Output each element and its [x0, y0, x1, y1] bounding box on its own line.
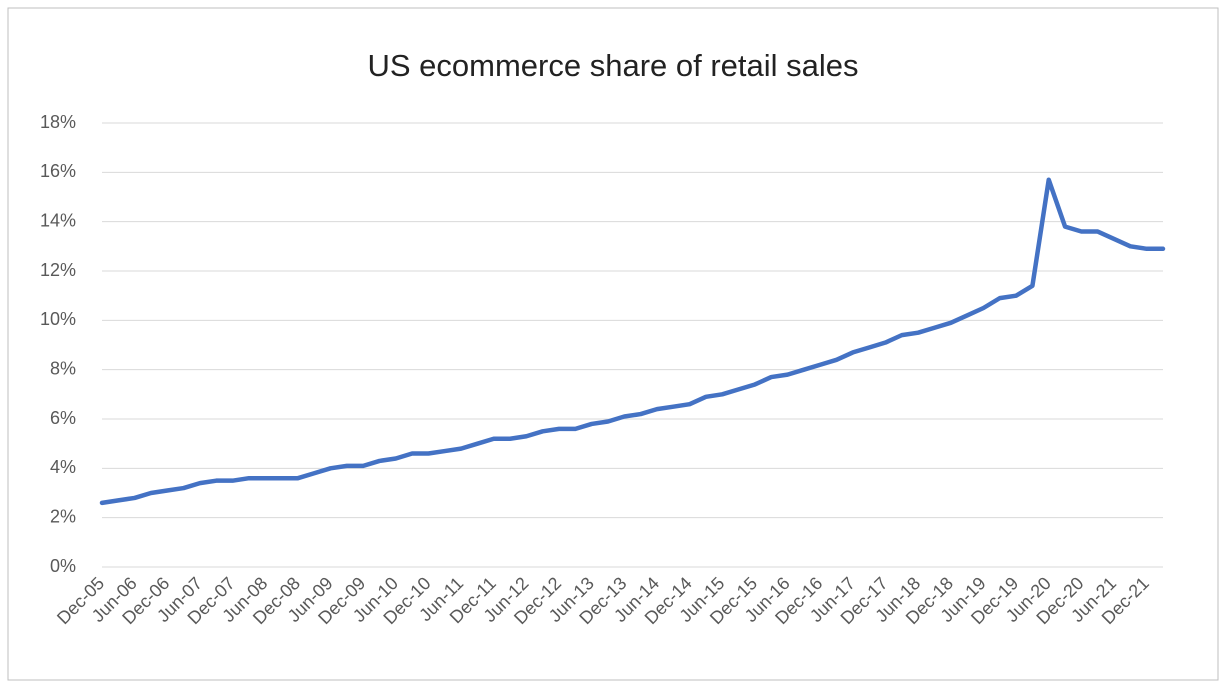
- y-tick-label: 2%: [50, 506, 76, 526]
- y-tick-label: 0%: [50, 556, 76, 576]
- y-tick-label: 12%: [40, 260, 76, 280]
- y-tick-label: 6%: [50, 408, 76, 428]
- y-tick-label: 14%: [40, 210, 76, 230]
- y-tick-label: 10%: [40, 309, 76, 329]
- y-tick-label: 8%: [50, 358, 76, 378]
- chart-title: US ecommerce share of retail sales: [367, 48, 858, 83]
- y-tick-label: 4%: [50, 457, 76, 477]
- y-tick-label: 16%: [40, 161, 76, 181]
- chart-frame: [7, 7, 1219, 681]
- line-series: [99, 177, 1166, 506]
- y-tick-label: 18%: [40, 112, 76, 132]
